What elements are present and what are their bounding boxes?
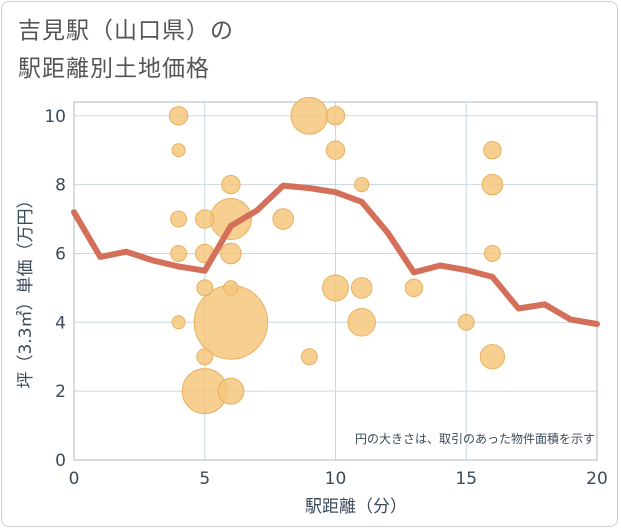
bubble-point — [350, 277, 373, 299]
bubble-size-note: 円の大きさは、取引のあった物件面積を示す — [355, 431, 595, 446]
bubble-point — [220, 242, 242, 265]
bubble-point — [457, 313, 475, 331]
x-tick-label: 5 — [199, 469, 210, 489]
y-tick-labels: 0 2 4 6 8 10 — [44, 107, 66, 471]
x-tick-label: 10 — [325, 469, 347, 489]
bubble-point — [325, 106, 346, 126]
y-tick-label: 4 — [55, 313, 66, 333]
bubble-point — [347, 308, 376, 337]
bubble-point — [170, 210, 188, 228]
bubble-point — [223, 280, 239, 296]
bubble-point — [195, 209, 215, 229]
bubble-point — [217, 377, 245, 405]
bubble-series — [168, 96, 506, 415]
bubble-point — [483, 140, 502, 160]
y-tick-label: 0 — [55, 451, 66, 471]
chart-title-line2: 駅距離別土地価格 — [18, 56, 210, 82]
y-tick-label: 6 — [55, 244, 66, 264]
bubble-point — [171, 143, 186, 158]
y-tick-label: 8 — [55, 176, 66, 196]
bubble-point — [196, 279, 214, 297]
x-tick-labels: 0 5 10 15 20 — [69, 469, 608, 489]
bubble-point — [290, 96, 329, 135]
bubble-point — [300, 348, 318, 366]
x-tick-label: 0 — [69, 469, 80, 489]
bubble-point — [193, 285, 269, 360]
average-price-line — [71, 182, 600, 327]
bubble-point — [354, 176, 370, 193]
bubble-point — [322, 274, 349, 302]
plot-area-border — [73, 101, 598, 461]
bubble-point — [404, 278, 424, 298]
bubble-point — [170, 245, 188, 262]
bubble-point — [325, 140, 346, 160]
bubble-point — [483, 245, 501, 262]
bubble-point — [481, 173, 504, 196]
y-axis-label: 坪（3.3㎡）単価（万円） — [16, 191, 36, 388]
chart-title-line1: 吉見駅（山口県）の — [18, 18, 234, 44]
bubble-point — [479, 344, 506, 370]
x-tick-label: 20 — [586, 469, 608, 489]
x-axis-label: 駅距離（分） — [305, 497, 407, 517]
y-tick-label: 2 — [55, 382, 66, 402]
bubble-point — [196, 348, 214, 366]
bubble-point — [221, 174, 241, 195]
bubble-point — [171, 315, 186, 330]
bubble-point — [272, 208, 294, 230]
bubble-point — [168, 106, 189, 126]
x-tick-label: 15 — [455, 469, 477, 489]
y-tick-label: 10 — [44, 107, 66, 127]
